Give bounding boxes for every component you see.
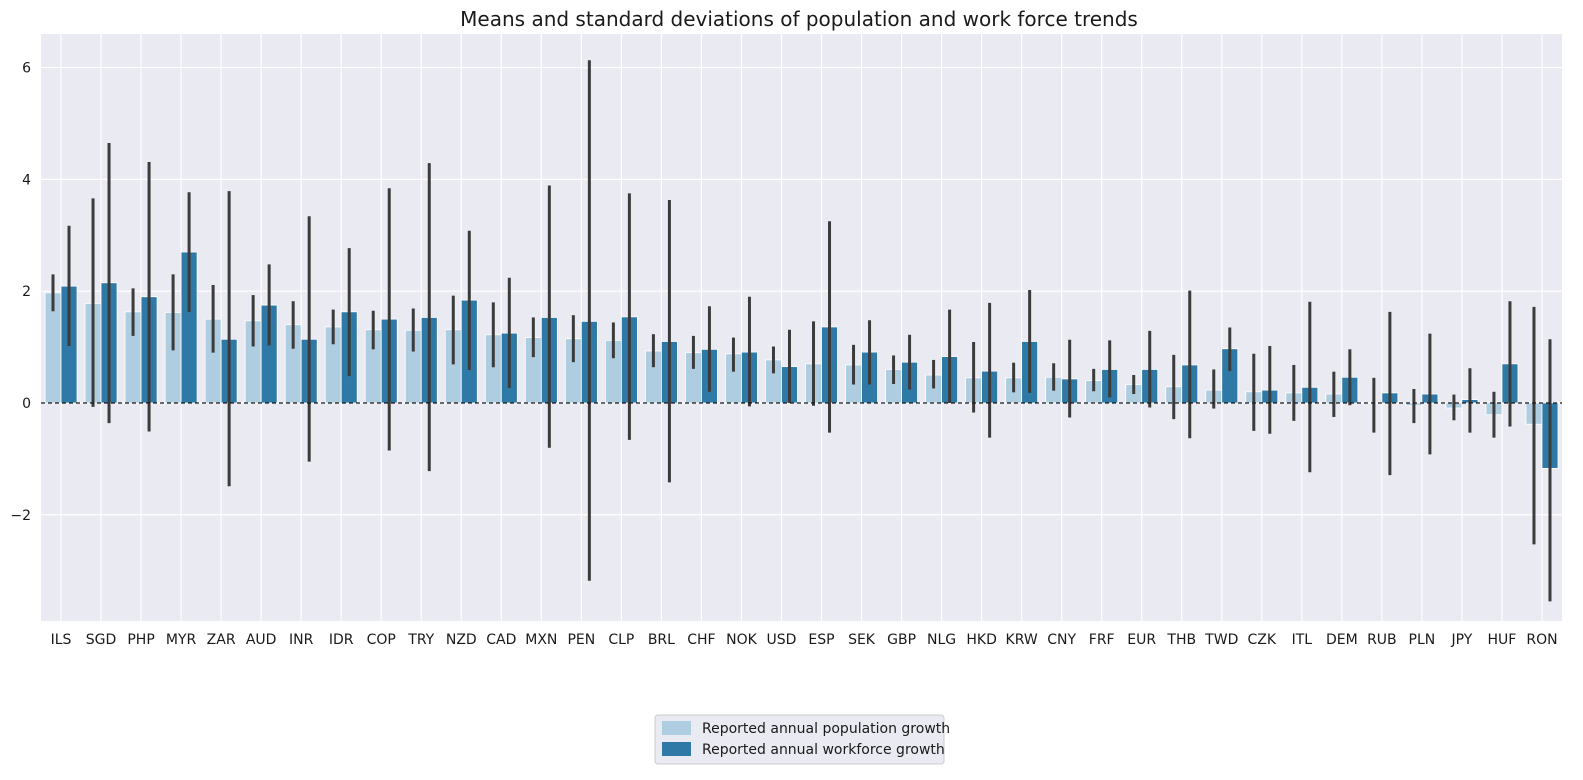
x-tick-label: MXN <box>525 632 557 648</box>
x-tick-label: PEN <box>567 632 595 648</box>
x-tick-label: NZD <box>446 632 477 648</box>
legend-label-workforce: Reported annual workforce growth <box>702 742 945 758</box>
x-tick-label: HUF <box>1488 632 1517 648</box>
x-tick-label: HKD <box>966 632 997 648</box>
x-tick-label: ITL <box>1292 632 1313 648</box>
x-tick-label: PLN <box>1409 632 1436 648</box>
x-tick-label: THB <box>1166 632 1196 648</box>
x-tick-label: AUD <box>246 632 277 648</box>
legend: Reported annual population growth Report… <box>654 714 950 765</box>
x-tick-label: NLG <box>927 632 956 648</box>
x-tick-label: CHF <box>687 632 715 648</box>
x-tick-label: IDR <box>329 632 354 648</box>
y-tick-label: −2 <box>10 508 31 524</box>
x-tick-label: ESP <box>808 632 834 648</box>
x-tick-label: FRF <box>1089 632 1115 648</box>
y-tick-label: 2 <box>22 284 31 300</box>
y-tick-label: 0 <box>22 396 31 412</box>
x-tick-label: EUR <box>1127 632 1156 648</box>
y-axis-ticks: −2 0 2 4 6 <box>10 61 31 524</box>
x-tick-label: SEK <box>848 632 876 648</box>
error-bars <box>51 60 1552 602</box>
legend-swatch-population <box>662 721 691 735</box>
x-tick-label: NOK <box>726 632 757 648</box>
x-tick-label: BRL <box>648 632 675 648</box>
x-tick-label: PHP <box>127 632 154 648</box>
x-tick-label: ILS <box>51 632 72 648</box>
x-tick-label: RUB <box>1367 632 1397 648</box>
x-tick-label: RON <box>1526 632 1557 648</box>
x-tick-label: USD <box>767 632 797 648</box>
legend-label-population: Reported annual population growth <box>702 721 950 737</box>
x-tick-label: TRY <box>407 632 434 648</box>
legend-swatch-workforce <box>662 742 691 756</box>
x-tick-label: KRW <box>1006 632 1038 648</box>
x-tick-label: ZAR <box>207 632 236 648</box>
x-axis-ticks: ILS SGD PHP MYR ZAR AUD INR IDR COP TRY NZD CAD MXN P… <box>51 632 1558 648</box>
x-tick-label: CNY <box>1047 632 1076 648</box>
x-tick-label: CLP <box>608 632 634 648</box>
x-tick-label: GBP <box>887 632 916 648</box>
legend-box <box>654 714 945 765</box>
x-tick-label: SGD <box>86 632 117 648</box>
x-tick-label: INR <box>289 632 314 648</box>
x-tick-label: JPY <box>1451 632 1473 648</box>
y-tick-label: 4 <box>22 172 31 188</box>
x-tick-label: CAD <box>486 632 516 648</box>
x-tick-label: COP <box>367 632 396 648</box>
y-tick-label: 6 <box>22 61 31 77</box>
x-tick-label: CZK <box>1248 632 1277 648</box>
chart-title: Means and standard deviations of populat… <box>460 7 1138 31</box>
x-tick-label: TWD <box>1204 632 1238 648</box>
x-tick-label: MYR <box>166 632 197 648</box>
x-tick-label: DEM <box>1326 632 1358 648</box>
